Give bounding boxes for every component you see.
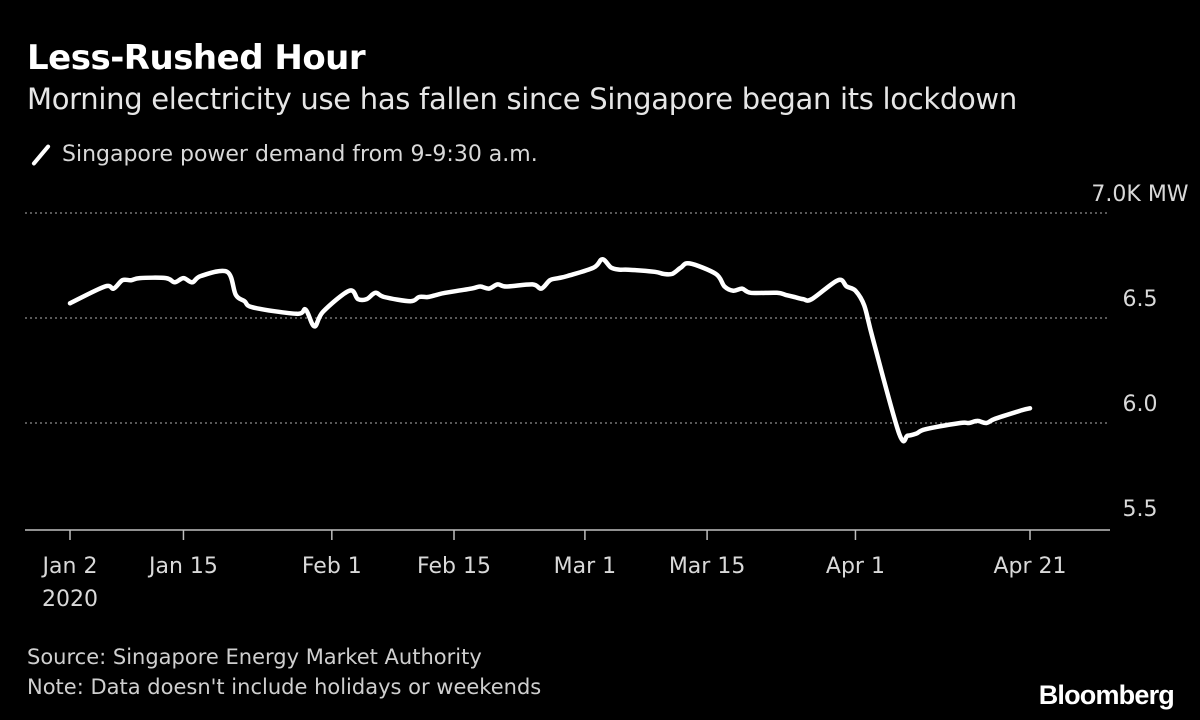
line-chart: 7.0K MW 6.5 6.0 5.5 Jan 2 2020 Jan 15 Feb 1 Feb… bbox=[25, 182, 1189, 612]
y-tick-label: 6.0 bbox=[1123, 392, 1158, 417]
x-tick-label: Jan 2 bbox=[41, 554, 98, 579]
y-tick-label: 7.0K MW bbox=[1091, 182, 1188, 207]
x-tick-label: Mar 15 bbox=[669, 554, 746, 579]
y-axis-labels: 7.0K MW 6.5 6.0 5.5 bbox=[1091, 182, 1188, 522]
x-axis-labels: Jan 2 2020 Jan 15 Feb 1 Feb 15 Mar 1 Mar 15 Apr… bbox=[41, 554, 1067, 612]
source-note: Source: Singapore Energy Market Authorit… bbox=[27, 645, 482, 669]
chart-subtitle: Morning electricity use has fallen since… bbox=[27, 82, 1017, 116]
legend-label: Singapore power demand from 9-9:30 a.m. bbox=[62, 142, 538, 167]
x-tick-label: Feb 1 bbox=[302, 554, 362, 579]
series-line bbox=[67, 256, 1033, 444]
y-tick-label: 5.5 bbox=[1123, 497, 1158, 522]
x-axis bbox=[25, 529, 1110, 540]
series-layer bbox=[67, 256, 1033, 444]
data-note: Note: Data doesn't include holidays or w… bbox=[27, 675, 542, 699]
x-tick-label: Mar 1 bbox=[554, 554, 617, 579]
legend: Singapore power demand from 9-9:30 a.m. bbox=[30, 142, 538, 167]
x-tick-label: Apr 21 bbox=[993, 554, 1066, 579]
y-tick-label: 6.5 bbox=[1123, 287, 1158, 312]
x-tick-label: Jan 15 bbox=[147, 554, 218, 579]
chart-title: Less-Rushed Hour bbox=[27, 38, 366, 78]
bloomberg-logo: Bloomberg bbox=[1038, 680, 1175, 710]
x-tick-label: Feb 15 bbox=[417, 554, 491, 579]
x-tick-sublabel: 2020 bbox=[42, 587, 98, 612]
x-tick-label: Apr 1 bbox=[826, 554, 885, 579]
grid-lines bbox=[25, 212, 1110, 424]
